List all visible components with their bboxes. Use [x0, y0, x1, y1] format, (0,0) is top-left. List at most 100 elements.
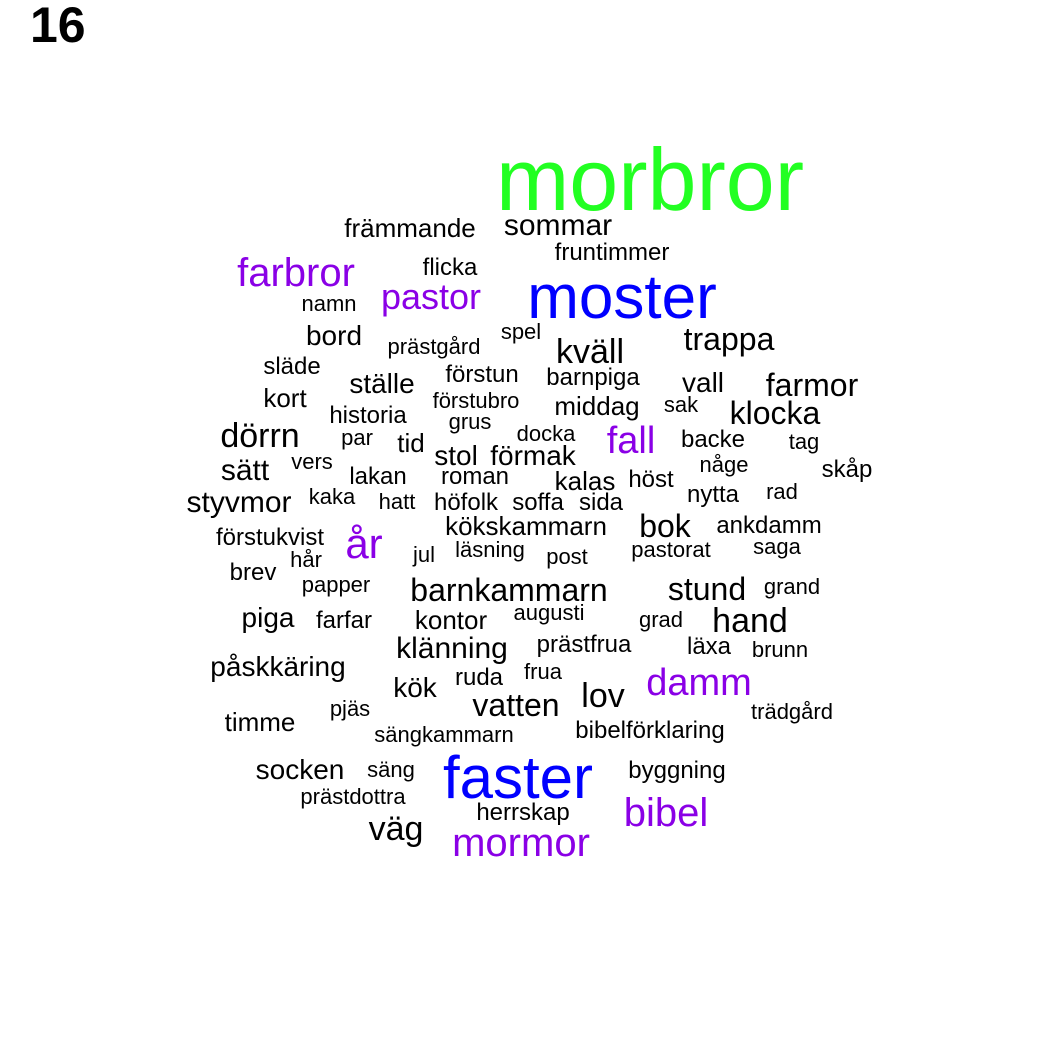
word-11: sommar: [503, 209, 613, 242]
word-91: sängkammarn: [374, 722, 514, 747]
word-77: hand: [712, 602, 788, 640]
word-55: soffa: [512, 489, 564, 516]
word-81: brunn: [751, 637, 809, 662]
word-85: kök: [393, 672, 437, 703]
word-51: styvmor: [186, 486, 292, 519]
word-40: förmak: [490, 440, 576, 471]
word-98: väg: [368, 810, 424, 848]
word-30: sak: [663, 392, 699, 417]
word-8: bibel: [623, 791, 709, 835]
word-92: bibelförklaring: [575, 717, 725, 744]
word-52: kaka: [308, 484, 356, 509]
word-87: vatten: [472, 687, 560, 723]
word-78: klänning: [396, 632, 508, 665]
word-69: barnkammarn: [410, 572, 608, 608]
word-60: förstukvist: [215, 524, 325, 551]
word-86: lov: [581, 677, 625, 715]
word-1: moster: [527, 263, 717, 332]
word-9: mormor: [452, 821, 590, 865]
word-20: släde: [263, 353, 321, 380]
word-68: papper: [301, 572, 371, 597]
word-73: farfar: [315, 607, 373, 634]
word-29: middag: [554, 391, 640, 421]
word-35: tid: [397, 428, 425, 458]
word-59: ankdamm: [716, 512, 822, 539]
word-34: par: [341, 425, 373, 450]
word-32: grus: [448, 409, 492, 434]
word-2: faster: [442, 744, 594, 811]
word-62: jul: [412, 542, 436, 567]
word-65: pastorat: [631, 537, 711, 562]
word-19: trappa: [683, 321, 775, 357]
word-18: kväll: [555, 333, 625, 371]
word-45: lakan: [349, 463, 407, 490]
word-54: höfolk: [433, 489, 499, 516]
word-5: år: [345, 520, 383, 567]
word-83: ruda: [454, 664, 504, 691]
panel-label: 16: [30, 0, 86, 53]
word-82: påskkäring: [210, 651, 346, 682]
word-22: förstun: [445, 361, 519, 388]
word-74: kontor: [414, 605, 488, 635]
word-17: spel: [500, 319, 542, 344]
word-58: bok: [639, 508, 691, 544]
word-27: förstubro: [432, 388, 520, 413]
word-67: brev: [229, 559, 277, 586]
word-31: klocka: [729, 395, 821, 431]
word-50: rad: [766, 479, 798, 504]
word-93: socken: [255, 754, 345, 785]
word-49: nytta: [686, 481, 740, 508]
word-56: sida: [578, 489, 624, 516]
word-14: namn: [301, 291, 357, 316]
word-94: säng: [367, 757, 415, 782]
word-37: backe: [680, 426, 746, 453]
word-97: herrskap: [476, 799, 570, 826]
word-75: augusti: [513, 600, 585, 625]
word-25: farmor: [765, 367, 859, 403]
word-39: stol: [434, 440, 478, 471]
word-13: flicka: [422, 254, 478, 281]
word-63: läsning: [455, 537, 525, 562]
word-0: morbror: [495, 130, 805, 229]
word-44: skåp: [821, 456, 873, 483]
word-41: sätt: [220, 454, 270, 487]
word-79: prästfrua: [536, 631, 632, 658]
word-16: prästgård: [387, 334, 481, 359]
word-57: kökskammarn: [445, 511, 607, 541]
word-89: trädgård: [751, 699, 833, 724]
word-96: prästdottra: [300, 784, 406, 809]
word-43: någe: [699, 452, 749, 477]
word-36: docka: [516, 421, 576, 446]
word-95: byggning: [628, 757, 726, 784]
word-90: timme: [224, 707, 296, 737]
word-46: roman: [440, 463, 510, 490]
word-61: hår: [290, 547, 322, 572]
word-24: vall: [681, 367, 725, 398]
word-28: historia: [329, 402, 407, 429]
word-84: frua: [524, 659, 562, 684]
word-7: damm: [646, 662, 752, 704]
word-15: bord: [305, 320, 363, 351]
word-76: grad: [638, 607, 684, 632]
word-88: pjäs: [329, 696, 371, 721]
word-23: barnpiga: [546, 364, 640, 391]
word-53: hatt: [378, 489, 416, 514]
word-3: farbror: [237, 251, 355, 295]
word-12: fruntimmer: [554, 239, 670, 266]
word-26: kort: [263, 383, 307, 413]
word-64: post: [546, 544, 588, 569]
word-4: pastor: [380, 276, 482, 317]
word-42: vers: [291, 449, 333, 474]
word-48: höst: [628, 466, 674, 493]
word-47: kalas: [554, 466, 616, 496]
word-6: fall: [606, 420, 656, 462]
word-38: tag: [788, 429, 820, 454]
word-80: läxa: [686, 633, 732, 660]
word-10: främmande: [344, 213, 476, 243]
word-70: stund: [667, 571, 747, 607]
word-21: ställe: [349, 368, 415, 399]
word-33: dörrn: [220, 417, 300, 455]
word-72: piga: [241, 602, 295, 633]
word-71: grand: [763, 574, 821, 599]
